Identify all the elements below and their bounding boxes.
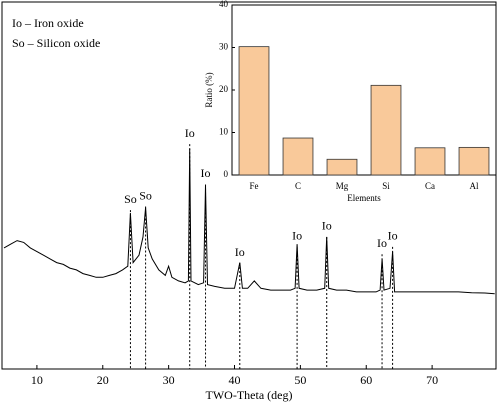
x-axis-label: TWO-Theta (deg) [206,388,293,402]
x-tick-label: Mg [336,181,349,191]
x-tick-label: 60 [360,373,372,387]
peak-label: So [139,188,152,202]
x-tick-label: C [295,181,301,191]
y-tick-label: 0 [224,169,229,179]
peak-label: Io [185,126,195,140]
bar [238,46,270,176]
y-tick-label: 20 [219,84,229,94]
x-tick-label: Al [470,181,479,191]
peak-label: Io [322,219,332,233]
peak-label: Io [201,166,211,180]
x-tick-label: 10 [31,373,43,387]
inset-frame [231,4,497,176]
x-tick-label: 50 [294,373,306,387]
plot-frame [1,1,497,370]
bar [326,158,358,176]
peak-label: Io [377,236,387,250]
legend-text: Io – Iron oxide [12,16,84,30]
peak-label: Io [388,229,398,243]
legend-text: So – Silicon oxide [12,36,100,50]
y-tick-label: 10 [219,127,229,137]
peak-label: Io [292,229,302,243]
inset-x-label: Elements [347,193,381,203]
bar [282,137,314,176]
bar [458,146,490,176]
x-tick-label: Si [382,181,390,191]
inset-y-label: Ratio (%) [204,72,214,107]
x-tick-label: 40 [229,373,241,387]
peak-label: So [124,192,137,206]
x-tick-label: 20 [97,373,109,387]
y-tick-label: 30 [219,42,229,52]
x-tick-label: Ca [425,181,435,191]
x-tick-label: Fe [250,181,259,191]
x-tick-label: 30 [163,373,175,387]
peak-label: Io [235,245,245,259]
y-tick-label: 40 [219,0,229,9]
bar [414,147,446,176]
bar [370,84,402,176]
x-tick-label: 70 [426,373,438,387]
